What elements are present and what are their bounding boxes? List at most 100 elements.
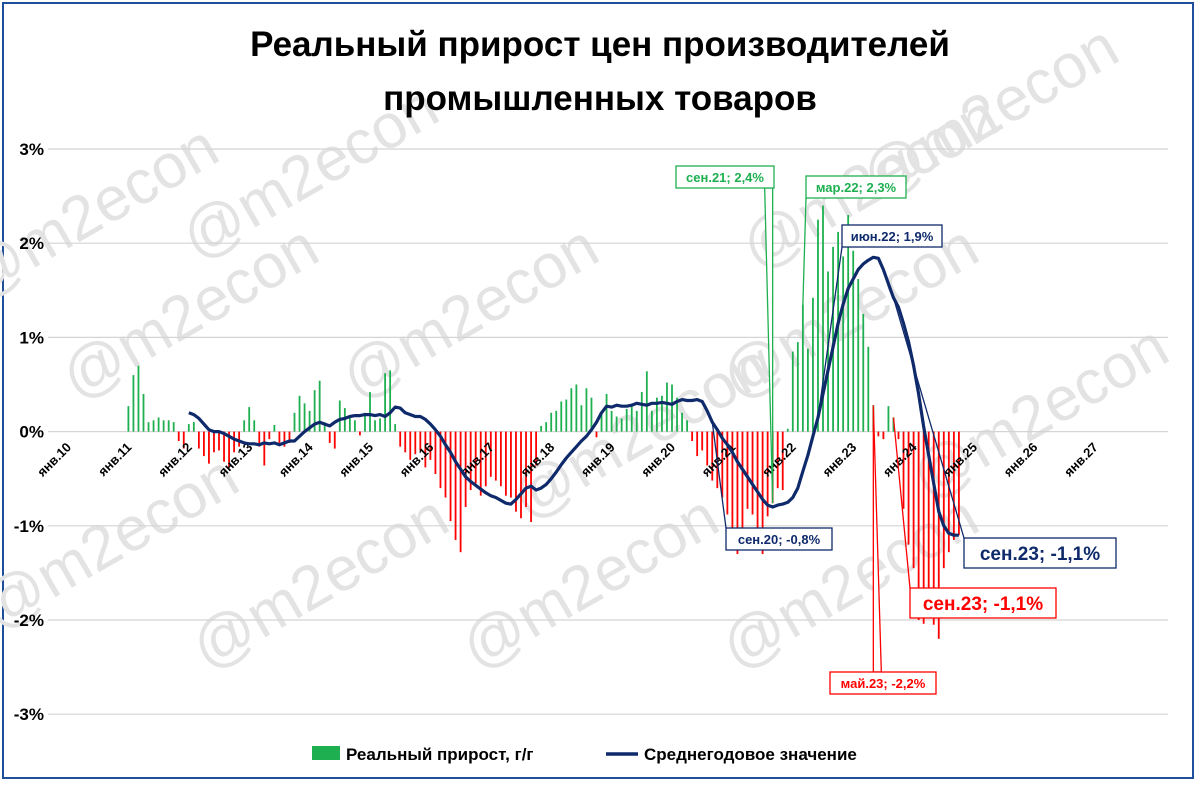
bar bbox=[484, 431, 487, 487]
bar bbox=[540, 425, 543, 432]
annotation-box bbox=[675, 165, 775, 189]
bar bbox=[645, 371, 648, 432]
bar bbox=[917, 431, 920, 620]
bar bbox=[308, 410, 311, 432]
bar bbox=[610, 410, 613, 432]
bar bbox=[474, 431, 477, 484]
bar bbox=[796, 342, 799, 432]
bar bbox=[661, 395, 663, 432]
annotation-label: сен.23; -1,1% bbox=[980, 544, 1100, 565]
bar bbox=[671, 384, 673, 432]
bar bbox=[580, 405, 583, 432]
bar bbox=[439, 431, 442, 489]
bar bbox=[817, 219, 819, 432]
bar bbox=[822, 205, 824, 432]
bar bbox=[847, 214, 850, 432]
bar bbox=[223, 431, 225, 462]
y-tick-label: -2% bbox=[14, 611, 44, 630]
annotation-callout: май.23; -2,2% bbox=[829, 405, 937, 695]
bar bbox=[575, 384, 578, 432]
bar bbox=[786, 428, 789, 432]
bar bbox=[555, 410, 558, 432]
bar bbox=[560, 401, 563, 432]
bar bbox=[696, 431, 699, 457]
bar bbox=[197, 431, 200, 449]
bar bbox=[424, 431, 427, 468]
annotation-label: мар.22; 2,3% bbox=[816, 180, 897, 195]
bar bbox=[374, 420, 376, 432]
bar bbox=[399, 431, 402, 447]
bar bbox=[902, 431, 905, 509]
bar bbox=[912, 431, 915, 569]
annotation-label: сен.23; -1,1% bbox=[923, 594, 1043, 615]
x-tick-label: янв.22 bbox=[759, 440, 799, 480]
bar bbox=[741, 431, 744, 538]
bar bbox=[293, 412, 296, 432]
annotation-callout: сен.20; -0,8% bbox=[711, 422, 833, 551]
annotation-box bbox=[725, 527, 833, 551]
bar bbox=[681, 412, 683, 432]
y-tick-label: -1% bbox=[14, 517, 44, 536]
bar bbox=[384, 373, 386, 432]
bar bbox=[172, 422, 175, 432]
bar bbox=[187, 424, 190, 432]
bar bbox=[263, 431, 266, 466]
bar bbox=[520, 431, 522, 519]
chart-title: Реальный прирост цен производителей пром… bbox=[250, 25, 950, 118]
annotation-box bbox=[805, 175, 907, 199]
bar bbox=[429, 431, 432, 460]
bar bbox=[268, 431, 271, 440]
annotation-label: май.23; -2,2% bbox=[841, 676, 926, 691]
bar bbox=[152, 420, 155, 432]
bar bbox=[278, 431, 281, 443]
bar bbox=[791, 351, 794, 432]
bar bbox=[303, 403, 306, 432]
y-tick-label: 1% bbox=[19, 328, 44, 347]
annotations: сен.21; 2,4% мар.22; 2,3% июн.22; 1,9% сен.… bbox=[675, 165, 1117, 695]
bar bbox=[837, 231, 839, 432]
bar bbox=[192, 422, 195, 432]
bar bbox=[947, 431, 950, 553]
bar bbox=[248, 407, 251, 432]
bar bbox=[273, 425, 276, 432]
bar bbox=[389, 370, 392, 432]
bar bbox=[686, 420, 688, 432]
y-tick-label: -3% bbox=[14, 705, 44, 724]
bar bbox=[283, 431, 286, 447]
bar bbox=[550, 412, 553, 432]
bar bbox=[801, 304, 804, 432]
bar bbox=[167, 420, 170, 432]
annotation-callout: июн.22; 1,9% bbox=[817, 224, 943, 418]
bar bbox=[479, 431, 482, 496]
bar bbox=[208, 431, 210, 464]
bar bbox=[434, 431, 437, 474]
bar bbox=[701, 431, 704, 451]
annotation-label: сен.21; 2,4% bbox=[686, 170, 764, 185]
bar bbox=[203, 431, 205, 457]
bar bbox=[409, 431, 412, 460]
bar bbox=[348, 416, 351, 432]
bar bbox=[238, 431, 241, 447]
bar bbox=[656, 397, 658, 432]
bar bbox=[958, 431, 960, 536]
bar bbox=[731, 431, 734, 545]
annotation-label: сен.20; -0,8% bbox=[738, 532, 821, 547]
bar bbox=[530, 431, 532, 523]
bar bbox=[605, 393, 608, 432]
bar bbox=[882, 431, 885, 440]
bar bbox=[142, 393, 145, 432]
bar bbox=[494, 431, 497, 481]
bar bbox=[147, 422, 150, 432]
annotation-callout: сен.21; 2,4% bbox=[675, 165, 775, 504]
title-line-1: Реальный прирост цен производителей bbox=[250, 25, 950, 64]
bar bbox=[640, 392, 643, 432]
bar bbox=[313, 390, 316, 432]
bar bbox=[338, 400, 341, 432]
bar bbox=[897, 431, 900, 440]
bar bbox=[489, 431, 492, 477]
bar bbox=[545, 422, 548, 432]
bar bbox=[711, 431, 714, 481]
bar bbox=[595, 431, 598, 438]
bar bbox=[515, 431, 517, 512]
watermark-text: @m2econ bbox=[330, 211, 610, 413]
